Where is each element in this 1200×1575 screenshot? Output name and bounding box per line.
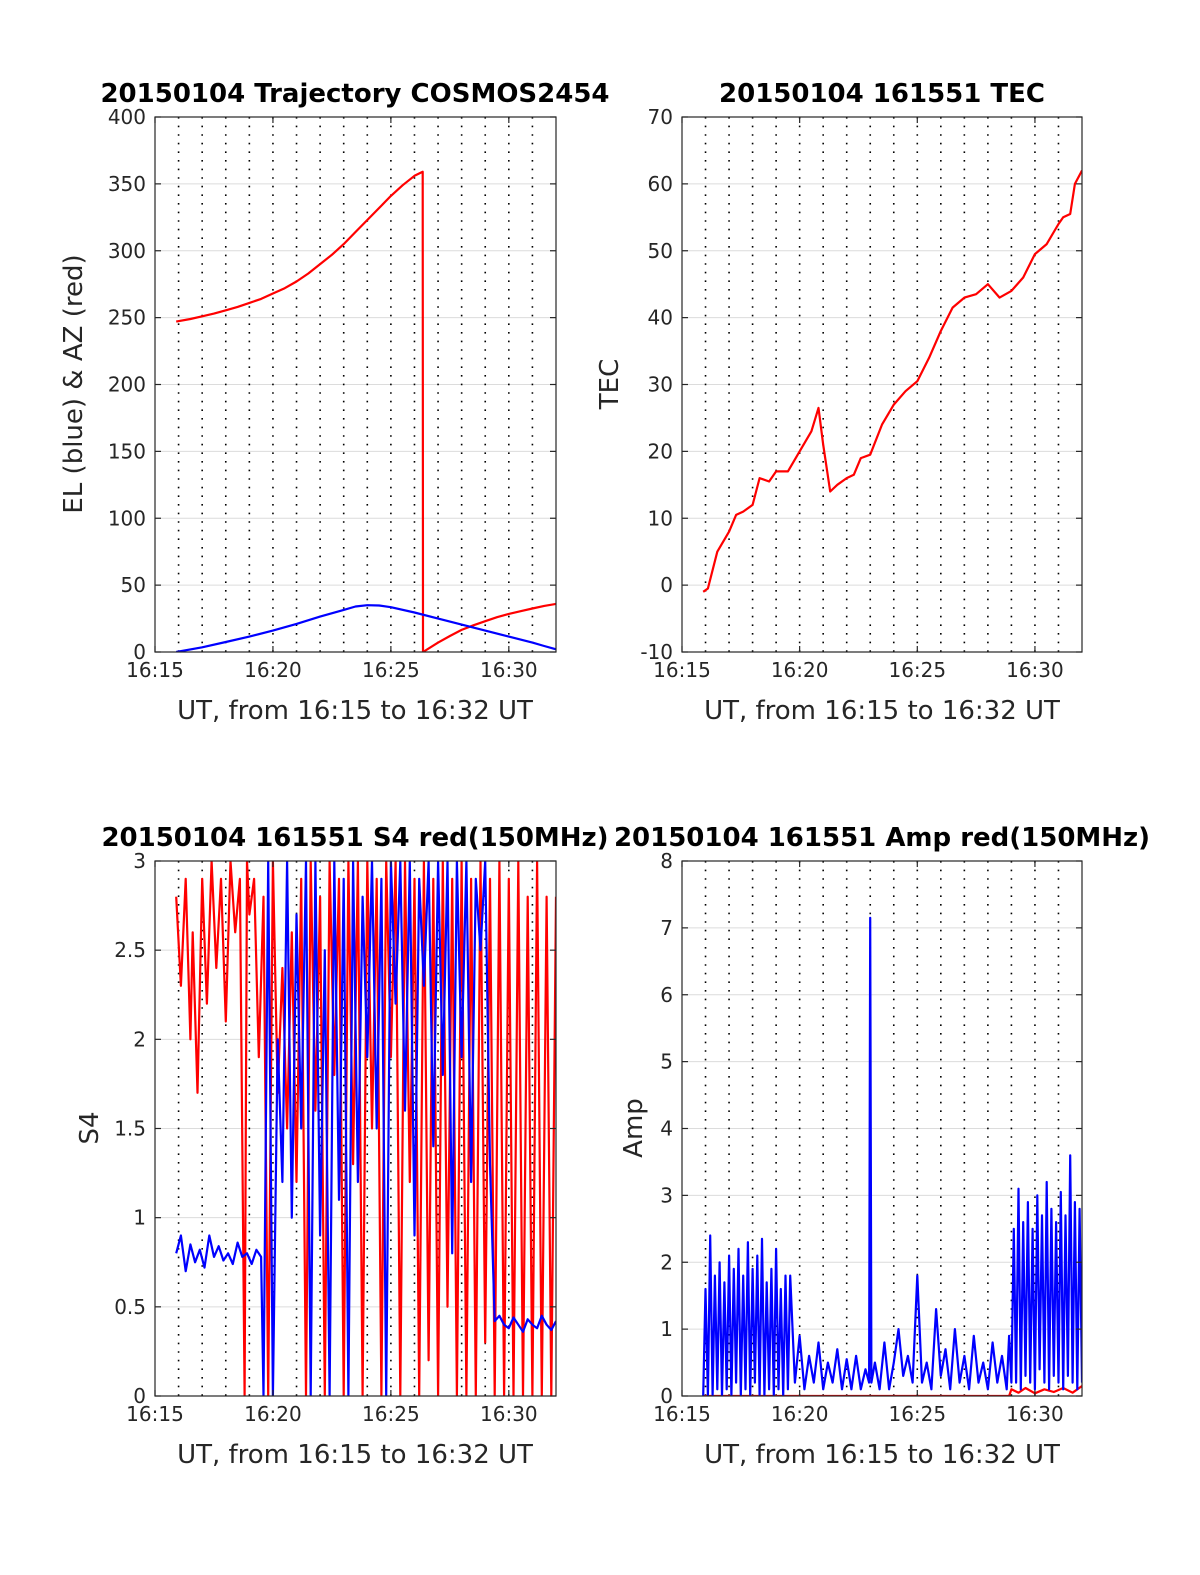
y-tick-label: 0 (133, 1384, 146, 1408)
panel-s4: 20150104 161551 S4 red(150MHz) S4 UT, fr… (75, 823, 609, 1470)
y-tick-label: 50 (121, 573, 146, 597)
y-tick-label: 400 (108, 105, 146, 129)
y-tick-label: 7 (660, 916, 673, 940)
panel-tec: 20150104 161551 TEC TEC UT, from 16:15 t… (595, 79, 1083, 726)
y-tick-label: 0 (133, 640, 146, 664)
y-tick-label: 30 (648, 373, 673, 397)
x-tick-label: 16:30 (480, 1402, 538, 1426)
x-tick-label: 16:15 (653, 1402, 711, 1426)
y-tick-label: 50 (648, 239, 673, 263)
x-tick-label: 16:20 (771, 1402, 829, 1426)
x-axis-label: UT, from 16:15 to 16:32 UT (704, 1440, 1060, 1470)
y-tick-label: 1 (660, 1317, 673, 1341)
y-tick-label: 10 (648, 506, 673, 530)
series-line-blue (175, 861, 556, 1396)
y-tick-label: 3 (133, 849, 146, 873)
y-axis-label: TEC (595, 359, 625, 410)
y-tick-label: 5 (660, 1050, 673, 1074)
x-tick-label: 16:25 (888, 1402, 946, 1426)
y-tick-label: 1.5 (114, 1117, 146, 1141)
y-tick-label: 40 (648, 306, 673, 330)
y-tick-label: 0 (660, 573, 673, 597)
y-tick-label: 3 (660, 1183, 673, 1207)
y-axis-label: S4 (75, 1111, 105, 1144)
x-axis-label: UT, from 16:15 to 16:32 UT (704, 696, 1060, 726)
x-tick-label: 16:30 (480, 658, 538, 682)
y-tick-label: 8 (660, 849, 673, 873)
y-tick-label: 150 (108, 439, 146, 463)
x-tick-label: 16:25 (888, 658, 946, 682)
y-tick-label: 0 (660, 1384, 673, 1408)
y-tick-label: 350 (108, 172, 146, 196)
plot-area: 16:15 16:20 16:25 16:30 -10 0 10 20 30 40 50 60 70 (640, 105, 1083, 682)
panel-trajectory: 20150104 Trajectory COSMOS2454 EL (blue)… (59, 79, 610, 726)
y-tick-label: -10 (640, 640, 673, 664)
y-tick-label: 0.5 (114, 1295, 146, 1319)
x-tick-label: 16:15 (126, 1402, 184, 1426)
y-tick-label: 6 (660, 983, 673, 1007)
y-tick-label: 2 (133, 1027, 146, 1051)
x-tick-label: 16:20 (244, 658, 302, 682)
series-line-red (175, 861, 556, 1396)
panel-amp: 20150104 161551 Amp red(150MHz) Amp UT, … (614, 823, 1150, 1470)
panel-title: 20150104 161551 Amp red(150MHz) (614, 823, 1150, 853)
y-tick-label: 20 (648, 439, 673, 463)
series-line-blue (702, 916, 1082, 1396)
y-tick-label: 200 (108, 373, 146, 397)
x-tick-label: 16:15 (126, 658, 184, 682)
series-line-red (702, 169, 1082, 593)
y-axis-label: Amp (619, 1098, 649, 1158)
x-tick-label: 16:30 (1006, 1402, 1064, 1426)
x-tick-label: 16:25 (362, 1402, 420, 1426)
x-tick-label: 16:30 (1006, 658, 1064, 682)
plot-area: 16:15 16:20 16:25 16:30 0 1 2 3 4 5 6 7 8 (653, 849, 1083, 1426)
y-tick-label: 100 (108, 506, 146, 530)
x-axis-label: UT, from 16:15 to 16:32 UT (177, 696, 533, 726)
x-axis-label: UT, from 16:15 to 16:32 UT (177, 1440, 533, 1470)
x-tick-label: 16:20 (771, 658, 829, 682)
y-tick-label: 2.5 (114, 938, 146, 962)
y-tick-label: 1 (133, 1206, 146, 1230)
x-tick-label: 16:25 (362, 658, 420, 682)
plot-area: 16:15 16:20 16:25 16:30 0 50 100 150 200 250 300 35… (108, 105, 557, 682)
series-line-red (176, 170, 556, 652)
y-tick-label: 300 (108, 239, 146, 263)
panel-title: 20150104 Trajectory COSMOS2454 (100, 79, 609, 109)
series-line-blue (176, 604, 556, 652)
panel-title: 20150104 161551 S4 red(150MHz) (101, 823, 608, 853)
plot-area: 16:15 16:20 16:25 16:30 0 0.5 1 1.5 2 2.5 3 (114, 849, 557, 1426)
y-tick-label: 250 (108, 306, 146, 330)
panel-title: 20150104 161551 TEC (719, 79, 1045, 109)
y-tick-label: 70 (648, 105, 673, 129)
y-tick-label: 4 (660, 1117, 673, 1141)
y-tick-label: 2 (660, 1250, 673, 1274)
x-tick-label: 16:20 (244, 1402, 302, 1426)
y-tick-label: 60 (648, 172, 673, 196)
y-axis-label: EL (blue) & AZ (red) (59, 254, 89, 513)
x-tick-label: 16:15 (653, 658, 711, 682)
